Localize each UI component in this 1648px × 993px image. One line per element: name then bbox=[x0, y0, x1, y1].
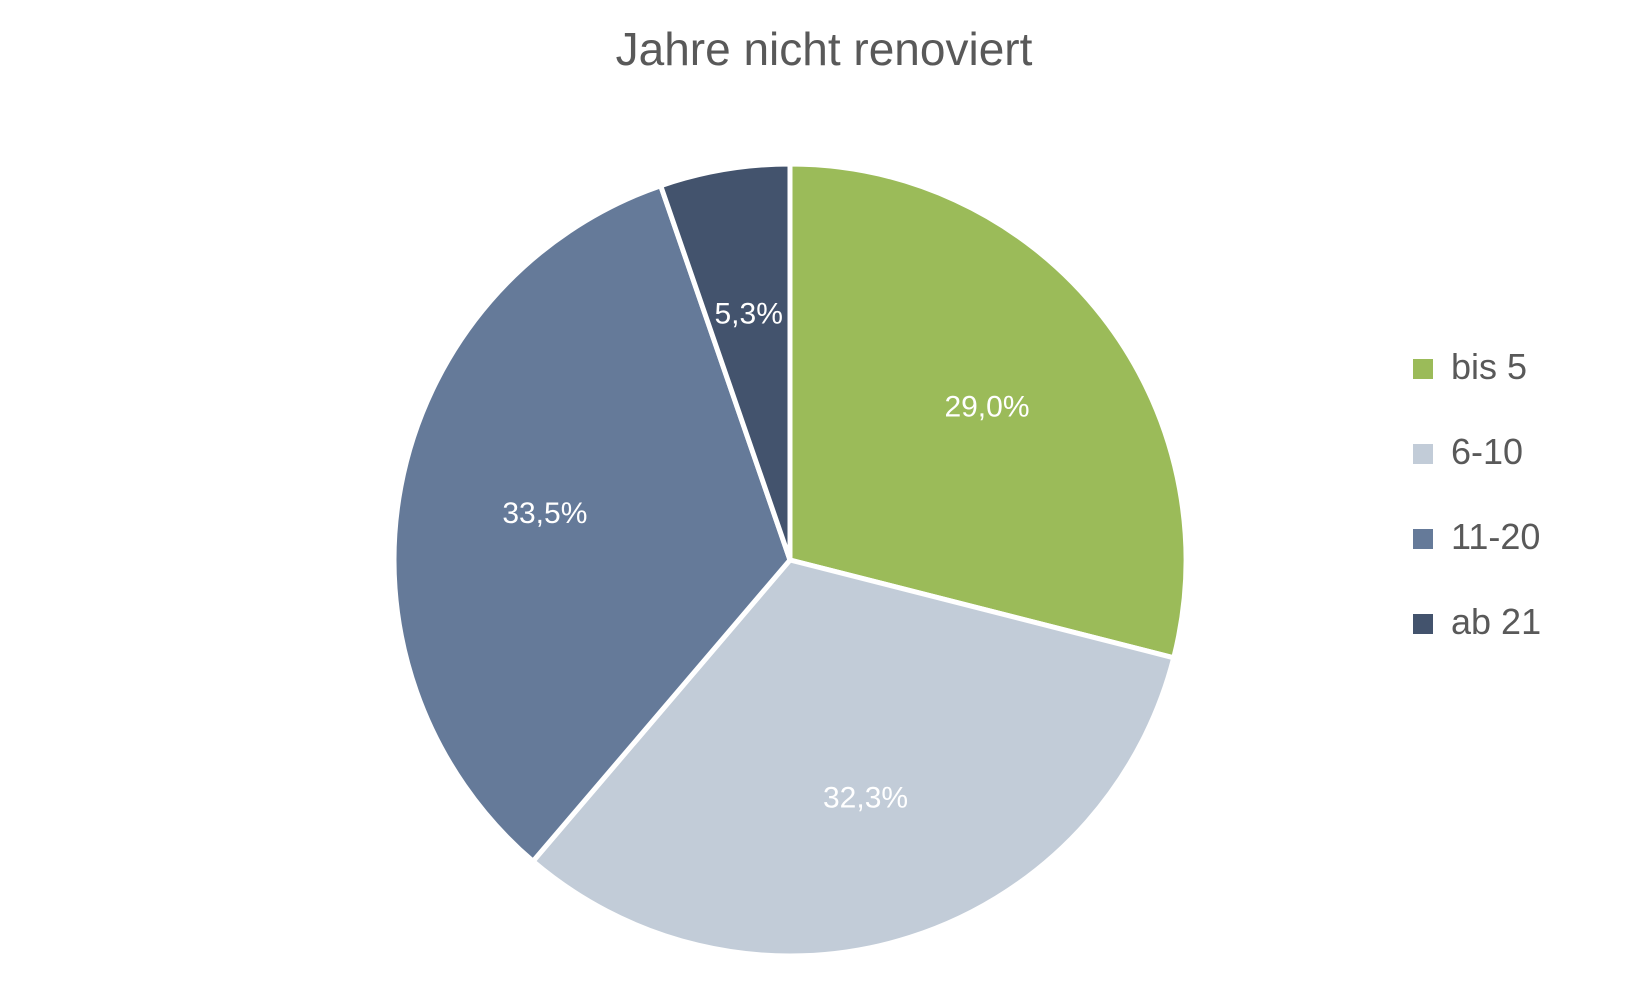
legend-label-bis-5: bis 5 bbox=[1451, 346, 1528, 387]
legend: bis 5 6-10 11-20 ab 21 bbox=[1413, 345, 1541, 685]
legend-swatch-ab-21 bbox=[1413, 614, 1433, 634]
data-label-6-10: 32,3% bbox=[823, 781, 908, 814]
legend-item-6-10: 6-10 bbox=[1413, 430, 1541, 515]
pie-slices bbox=[391, 161, 1189, 959]
data-label-11-20: 33,5% bbox=[502, 497, 587, 530]
chart-title: Jahre nicht renoviert bbox=[615, 23, 1033, 75]
pie-labels: 29,0% 32,3% 33,5% 5,3% bbox=[502, 297, 1029, 814]
legend-swatch-bis-5 bbox=[1413, 359, 1433, 379]
pie-slice-ab-21 bbox=[658, 161, 793, 563]
pie-slice-6-10 bbox=[530, 557, 1177, 959]
pie-slice-bis-5 bbox=[787, 161, 1189, 661]
legend-label-ab-21: ab 21 bbox=[1451, 601, 1542, 642]
legend-item-bis-5: bis 5 bbox=[1413, 345, 1541, 430]
legend-label-11-20: 11-20 bbox=[1451, 516, 1541, 557]
legend-swatch-11-20 bbox=[1413, 529, 1433, 549]
legend-item-ab-21: ab 21 bbox=[1413, 600, 1541, 685]
data-label-bis-5: 29,0% bbox=[944, 390, 1029, 423]
pie-slice-11-20 bbox=[391, 183, 793, 864]
legend-item-11-20: 11-20 bbox=[1413, 515, 1541, 600]
legend-swatch-6-10 bbox=[1413, 444, 1433, 464]
legend-label-6-10: 6-10 bbox=[1451, 431, 1524, 472]
data-label-ab-21: 5,3% bbox=[714, 297, 782, 330]
